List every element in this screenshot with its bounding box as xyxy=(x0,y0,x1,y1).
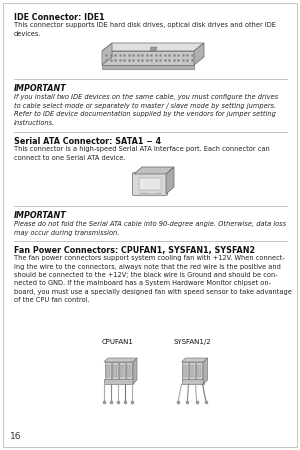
Bar xyxy=(159,193,161,196)
Bar xyxy=(127,365,130,377)
Text: IMPORTANT: IMPORTANT xyxy=(14,211,67,220)
Polygon shape xyxy=(166,167,174,194)
Bar xyxy=(143,193,145,196)
FancyBboxPatch shape xyxy=(133,172,167,195)
Polygon shape xyxy=(203,358,208,384)
Bar xyxy=(150,193,151,196)
Text: Serial ATA Connector: SATA1 − 4: Serial ATA Connector: SATA1 − 4 xyxy=(14,137,161,146)
Polygon shape xyxy=(102,51,194,65)
Polygon shape xyxy=(194,43,204,65)
Bar xyxy=(182,379,203,384)
Text: Fan Power Connectors: CPUFAN1, SYSFAN1, SYSFAN2: Fan Power Connectors: CPUFAN1, SYSFAN1, … xyxy=(14,246,255,255)
Bar xyxy=(197,365,201,377)
Text: The fan power connectors support system cooling fan with +12V. When connect-
ing: The fan power connectors support system … xyxy=(14,255,292,303)
Bar xyxy=(182,362,188,380)
Bar xyxy=(190,365,194,377)
Text: If you install two IDE devices on the same cable, you must configure the drives
: If you install two IDE devices on the sa… xyxy=(14,94,278,126)
Bar xyxy=(104,362,110,380)
Text: CPUFAN1: CPUFAN1 xyxy=(102,339,134,345)
Bar xyxy=(104,379,133,384)
Polygon shape xyxy=(182,358,208,362)
Bar xyxy=(139,178,161,190)
Bar xyxy=(119,365,124,377)
Polygon shape xyxy=(102,43,204,51)
Bar xyxy=(146,193,148,196)
Bar xyxy=(196,362,202,380)
Polygon shape xyxy=(134,167,174,174)
Polygon shape xyxy=(102,43,112,65)
Bar xyxy=(125,362,131,380)
Polygon shape xyxy=(102,65,194,69)
Bar xyxy=(140,193,142,196)
Text: This connector is a high-speed Serial ATA interface port. Each connector can
con: This connector is a high-speed Serial AT… xyxy=(14,146,270,161)
Bar xyxy=(118,362,124,380)
Bar xyxy=(106,365,110,377)
Polygon shape xyxy=(133,358,137,384)
Bar xyxy=(189,362,195,380)
Bar xyxy=(156,193,158,196)
Text: 16: 16 xyxy=(10,432,22,441)
Text: IDE Connector: IDE1: IDE Connector: IDE1 xyxy=(14,13,105,22)
Text: Please do not fold the Serial ATA cable into 90-degree angle. Otherwise, data lo: Please do not fold the Serial ATA cable … xyxy=(14,221,286,236)
Polygon shape xyxy=(104,358,137,362)
Bar xyxy=(112,362,118,380)
Polygon shape xyxy=(150,47,157,51)
Bar xyxy=(183,365,187,377)
Text: SYSFAN1/2: SYSFAN1/2 xyxy=(173,339,211,345)
Text: IMPORTANT: IMPORTANT xyxy=(14,84,67,93)
Text: This connector supports IDE hard disk drives, optical disk drives and other IDE
: This connector supports IDE hard disk dr… xyxy=(14,22,276,36)
Bar xyxy=(153,193,154,196)
Bar xyxy=(112,365,116,377)
